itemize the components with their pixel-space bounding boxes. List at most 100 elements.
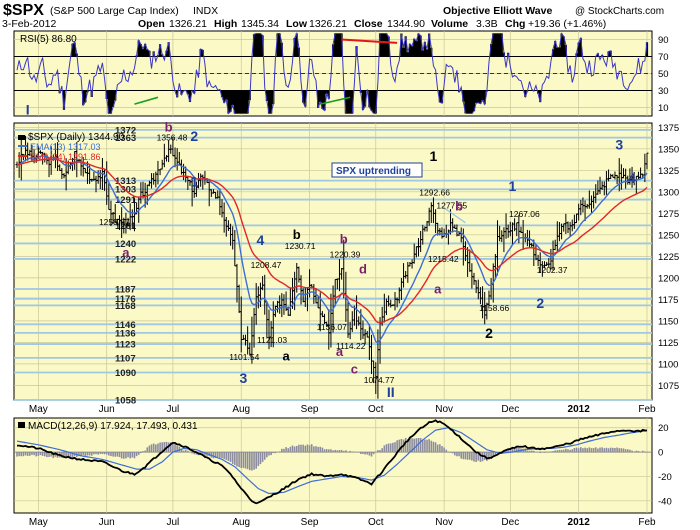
rsi-divergence-line-green (320, 96, 351, 105)
rsi-tick-label: 70 (658, 52, 669, 63)
low-label: Low (286, 18, 308, 30)
month-label: Nov (435, 517, 453, 528)
price-note: 1258.07 (99, 217, 130, 227)
price-note: 1114.22 (336, 341, 366, 351)
exchange-label: INDX (193, 5, 218, 17)
rsi-tick-label: 90 (658, 35, 669, 46)
pivot-level-label: 1123 (115, 340, 136, 351)
close-label: Close (354, 18, 383, 30)
price-note: 1356.48 (157, 133, 188, 143)
price-tick-label: 1225 (658, 252, 679, 263)
macd-legend-swatch (18, 422, 25, 428)
wave-label: b (293, 227, 301, 242)
price-note: 1208.47 (251, 260, 282, 270)
price-note: 1220.39 (330, 250, 361, 260)
macd-tick-label: 20 (658, 423, 669, 434)
month-label: Oct (368, 517, 384, 528)
open-value: 1326.21 (169, 18, 207, 30)
price-panel: 1075 1100 1125 1150 1175 1200 1225 1250 1275 1300… (13, 101, 679, 407)
price-note: 1121.03 (257, 335, 287, 345)
wave-label: 2 (536, 295, 544, 311)
x-axis-top: May Jun Jul Aug Sep Oct Nov Dec 2012 Feb (29, 404, 656, 415)
price-note: 1101.54 (229, 352, 259, 362)
price-note: 1215.42 (428, 254, 459, 264)
pivot-level-label: 1313 (115, 176, 136, 187)
wave-label: 1 (509, 178, 517, 194)
wave-label: a (336, 344, 344, 359)
month-label: Jul (166, 517, 179, 528)
wave-label: 1 (190, 174, 198, 190)
price-note: 1230.71 (285, 241, 316, 251)
macd-tick-label: -20 (658, 472, 672, 483)
wave-label: b (455, 199, 463, 214)
wave-label: I (26, 101, 30, 117)
chart-source: Objective Elliott Wave (443, 5, 552, 17)
month-label: 2012 (568, 404, 591, 415)
price-bars (15, 135, 649, 399)
ema34-line (16, 158, 648, 324)
price-tick-label: 1100 (658, 359, 678, 370)
pivot-level-label: 1187 (115, 285, 136, 296)
month-label: Jun (99, 404, 115, 415)
price-tick-label: 1375 (658, 123, 679, 134)
legend-ema13: EMA(13) 1317.03 (30, 142, 101, 152)
month-label: Feb (638, 404, 656, 415)
rsi-line (16, 31, 648, 115)
pivot-level-label: 1372 (115, 125, 136, 136)
pivot-level-label: 1090 (115, 368, 136, 379)
price-tick-label: 1200 (658, 273, 679, 284)
x-axis-bottom: May Jun Jul Aug Sep Oct Nov Dec 2012 Feb (29, 517, 656, 528)
price-note: 1136.07 (317, 322, 347, 332)
trend-box-label: SPX uptrending (336, 166, 411, 177)
pivot-level-label: 1176 (115, 294, 136, 305)
month-label: May (29, 517, 48, 528)
copyright: @ StockCharts.com (575, 6, 664, 17)
price-tick-label: 1075 (658, 381, 679, 392)
macd-tick-label: 0 (658, 448, 663, 459)
high-value: 1345.34 (241, 18, 279, 30)
wave-label: 4 (628, 170, 636, 186)
price-tick-label: 1250 (658, 230, 679, 241)
rsi-title: RSI(5) 86.80 (20, 34, 77, 45)
wave-label: 3 (615, 137, 623, 153)
open-label: Open (138, 18, 165, 30)
high-label: High (214, 18, 237, 30)
wave-label: b (340, 231, 348, 246)
rsi-tick-label: 30 (658, 86, 669, 97)
wave-label: d (359, 262, 367, 277)
price-note: 1292.66 (419, 188, 450, 198)
pivot-level-label: 1058 (115, 396, 136, 407)
month-label: Aug (232, 517, 250, 528)
pivot-level-label: 1240 (115, 239, 136, 250)
macd-title: MACD(12,26,9) 17.924, 17.493, 0.431 (28, 421, 198, 432)
rsi-tick-label: 50 (658, 69, 669, 80)
wave-label: c (351, 361, 358, 376)
pivot-level-label: 1136 (115, 328, 136, 339)
macd-histogram (16, 437, 648, 471)
trend-box (331, 162, 423, 178)
wave-label: a (434, 281, 442, 296)
price-tick-label: 1300 (658, 187, 679, 198)
month-label: Sep (301, 404, 319, 415)
rsi-panel: 10 30 50 70 90 RSI(5) 86.80 (13, 30, 669, 117)
price-note: 1158.66 (479, 303, 509, 313)
volume-label: Volume (431, 18, 468, 30)
chart-date: 3-Feb-2012 (2, 18, 56, 30)
month-label: Jun (99, 517, 115, 528)
month-label: 2012 (568, 517, 591, 528)
price-note: 1074.77 (364, 375, 395, 385)
wave-label: 3 (239, 370, 247, 386)
month-label: Dec (501, 517, 519, 528)
pivot-level-label: 1363 (115, 133, 136, 144)
month-label: Jul (166, 404, 179, 415)
chg-label: Chg (505, 18, 525, 30)
month-label: Nov (435, 404, 453, 415)
month-label: Feb (638, 517, 656, 528)
legend-price-swatch (18, 135, 25, 140)
macd-tick-label: -40 (658, 496, 672, 507)
macd-frame (13, 417, 653, 514)
wave-label: b (165, 120, 173, 135)
price-tick-label: 1325 (658, 166, 679, 177)
wave-label: a (122, 245, 130, 260)
month-label: Aug (232, 404, 250, 415)
